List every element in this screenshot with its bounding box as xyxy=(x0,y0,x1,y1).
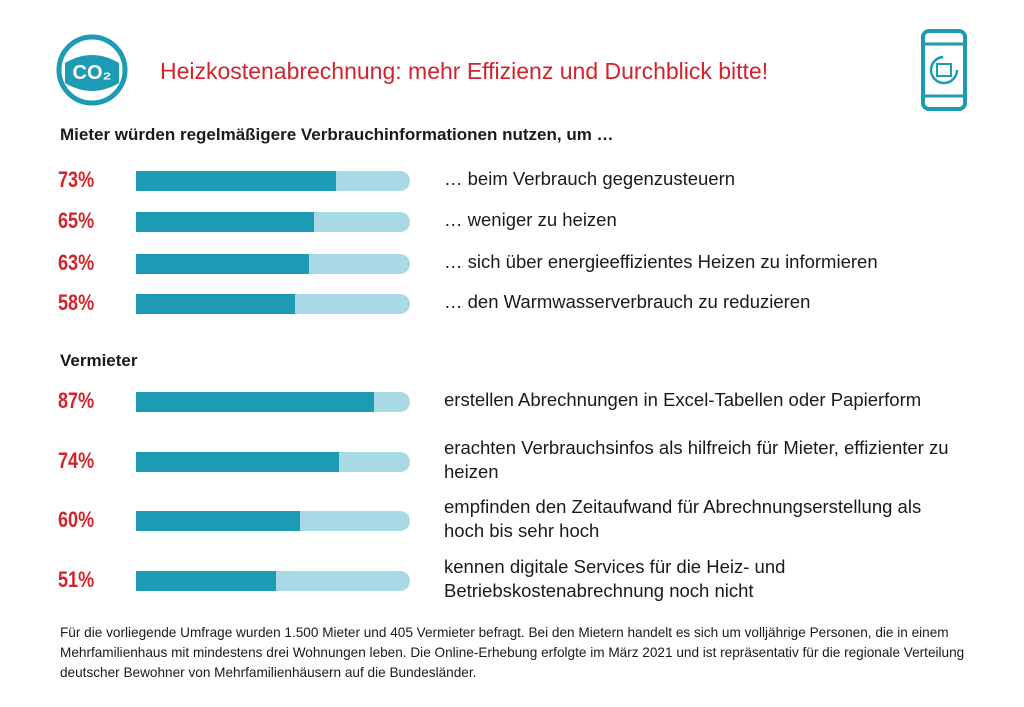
value-label: 73% xyxy=(58,167,95,192)
bar xyxy=(136,254,309,274)
value-label: 60% xyxy=(58,507,95,532)
bar xyxy=(136,294,295,314)
section-title: Vermieter xyxy=(60,351,138,370)
value-label: 74% xyxy=(58,448,95,473)
category-label: … den Warmwasserverbrauch zu reduzieren xyxy=(444,291,811,312)
category-label: … sich über energieeffizientes Heizen zu… xyxy=(444,251,878,272)
category-label: kennen digitale Services für die Heiz- u… xyxy=(444,556,786,601)
logo-fill xyxy=(65,55,119,91)
value-label: 58% xyxy=(58,290,95,315)
bar xyxy=(136,511,301,531)
bar xyxy=(136,171,337,191)
bar xyxy=(136,392,375,412)
category-label: … weniger zu heizen xyxy=(444,209,617,230)
page-title: Heizkostenabrechnung: mehr Effizienz und… xyxy=(160,58,769,84)
bar xyxy=(136,452,339,472)
logo-ring xyxy=(56,34,128,106)
footnote: Für die vorliegende Umfrage wurden 1.500… xyxy=(60,625,965,680)
value-label: 65% xyxy=(58,208,95,233)
category-label: … beim Verbrauch gegenzusteuern xyxy=(444,168,736,189)
value-label: 87% xyxy=(58,388,95,413)
bar xyxy=(136,571,276,591)
co2-logo: CO₂ xyxy=(56,34,128,106)
category-label: erstellen Abrechnungen in Excel-Tabellen… xyxy=(444,389,922,410)
phone-icon xyxy=(921,29,967,111)
category-label: erachten Verbrauchsinfos als hilfreich f… xyxy=(444,437,949,482)
section-title: Mieter würden regelmäßigere Verbrauchinf… xyxy=(60,125,614,144)
value-label: 51% xyxy=(58,567,95,592)
bar xyxy=(136,212,315,232)
logo-text: CO₂ xyxy=(73,62,112,84)
value-label: 63% xyxy=(58,250,95,275)
category-label: empfinden den Zeitaufwand für Abrechnung… xyxy=(444,496,922,541)
